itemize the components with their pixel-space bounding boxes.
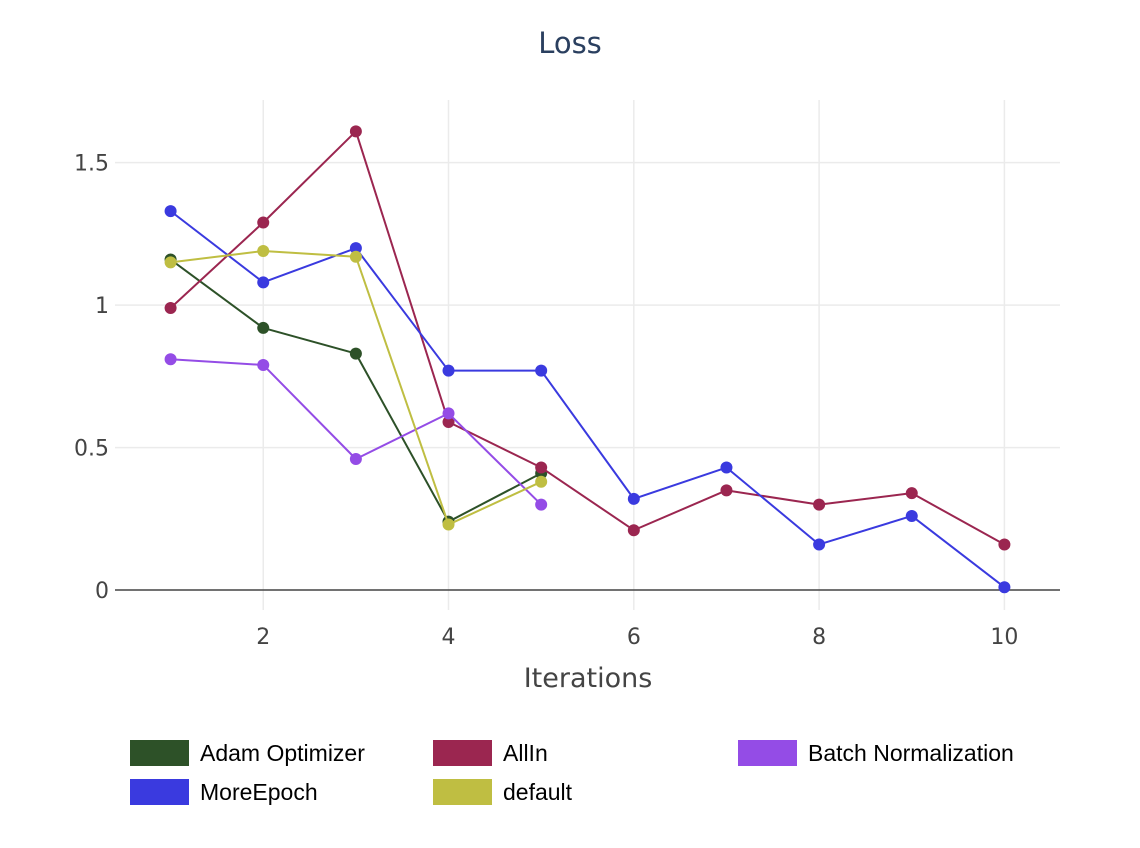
legend-swatch: [433, 740, 492, 766]
gridlines: [115, 100, 1060, 610]
legend-label: MoreEpoch: [200, 779, 318, 805]
data-point-allin: [442, 415, 455, 428]
series-line-allin: [169, 130, 1005, 546]
legend-swatch: [433, 779, 492, 805]
data-point-allin: [257, 216, 270, 229]
legend-item-allin[interactable]: AllIn: [433, 740, 548, 766]
data-point-default: [257, 245, 270, 258]
data-point-moreepoch: [535, 364, 548, 377]
data-point-allin: [164, 301, 177, 314]
legend-item-batch-normalization[interactable]: Batch Normalization: [738, 740, 1014, 766]
series-line-moreepoch: [169, 210, 1006, 589]
data-point-batch-normalization: [164, 353, 177, 366]
data-point-moreepoch: [813, 538, 826, 551]
series-allin: [164, 125, 1011, 551]
legend-item-adam-optimizer[interactable]: Adam Optimizer: [130, 740, 365, 766]
x-tick-label: 4: [442, 625, 456, 650]
axes: 2 4 6 8 10 0 0.5 1 1.5: [74, 152, 1060, 650]
data-point-moreepoch: [905, 509, 918, 522]
legend-item-default[interactable]: default: [433, 779, 573, 805]
data-point-allin: [720, 484, 733, 497]
chart-title: Loss: [538, 26, 602, 60]
data-point-allin: [905, 487, 918, 500]
data-point-batch-normalization: [442, 407, 455, 420]
y-tick-label: 1: [95, 294, 109, 319]
data-point-allin: [813, 498, 826, 511]
series-adam-optimizer: [164, 253, 548, 528]
data-point-moreepoch: [442, 364, 455, 377]
x-tick-label: 8: [812, 625, 826, 650]
x-tick-label: 10: [990, 625, 1018, 650]
data-point-default: [535, 475, 548, 488]
legend-label: Adam Optimizer: [200, 740, 365, 766]
series-moreepoch: [164, 205, 1011, 594]
data-point-batch-normalization: [349, 452, 362, 465]
data-point-moreepoch: [349, 242, 362, 255]
legend-label: default: [503, 779, 573, 805]
series-default: [164, 245, 548, 531]
data-point-default: [164, 256, 177, 269]
data-point-adam-optimizer: [349, 347, 362, 360]
data-point-moreepoch: [998, 581, 1011, 594]
y-tick-label: 0: [95, 579, 109, 604]
data-point-default: [349, 250, 362, 263]
data-point-allin: [349, 125, 362, 138]
data-point-adam-optimizer: [257, 321, 270, 334]
legend-swatch: [130, 779, 189, 805]
x-tick-label: 2: [256, 625, 270, 650]
series-line-adam-optimizer: [169, 258, 542, 523]
legend-swatch: [738, 740, 797, 766]
y-tick-label: 1.5: [74, 152, 109, 177]
data-point-moreepoch: [257, 276, 270, 289]
legend-swatch: [130, 740, 189, 766]
x-axis-title: Iterations: [524, 663, 653, 694]
legend-item-moreepoch[interactable]: MoreEpoch: [130, 779, 318, 805]
x-tick-label: 6: [627, 625, 641, 650]
series-line-batch-normalization: [170, 358, 542, 506]
data-point-batch-normalization: [257, 358, 270, 371]
data-point-moreepoch: [720, 461, 733, 474]
data-point-allin: [535, 461, 548, 474]
legend-label: Batch Normalization: [808, 740, 1014, 766]
legend: Adam Optimizer AllIn Batch Normalization Mo…: [130, 740, 1014, 805]
series-plot-area: [164, 125, 1011, 594]
y-tick-label: 0.5: [74, 437, 109, 462]
series-line-default: [170, 250, 542, 526]
data-point-default: [442, 518, 455, 531]
legend-label: AllIn: [503, 740, 548, 766]
series-batch-normalization: [164, 353, 548, 511]
data-point-allin: [627, 524, 640, 537]
data-point-allin: [998, 538, 1011, 551]
data-point-moreepoch: [627, 492, 640, 505]
data-point-moreepoch: [164, 205, 177, 218]
data-point-batch-normalization: [535, 498, 548, 511]
